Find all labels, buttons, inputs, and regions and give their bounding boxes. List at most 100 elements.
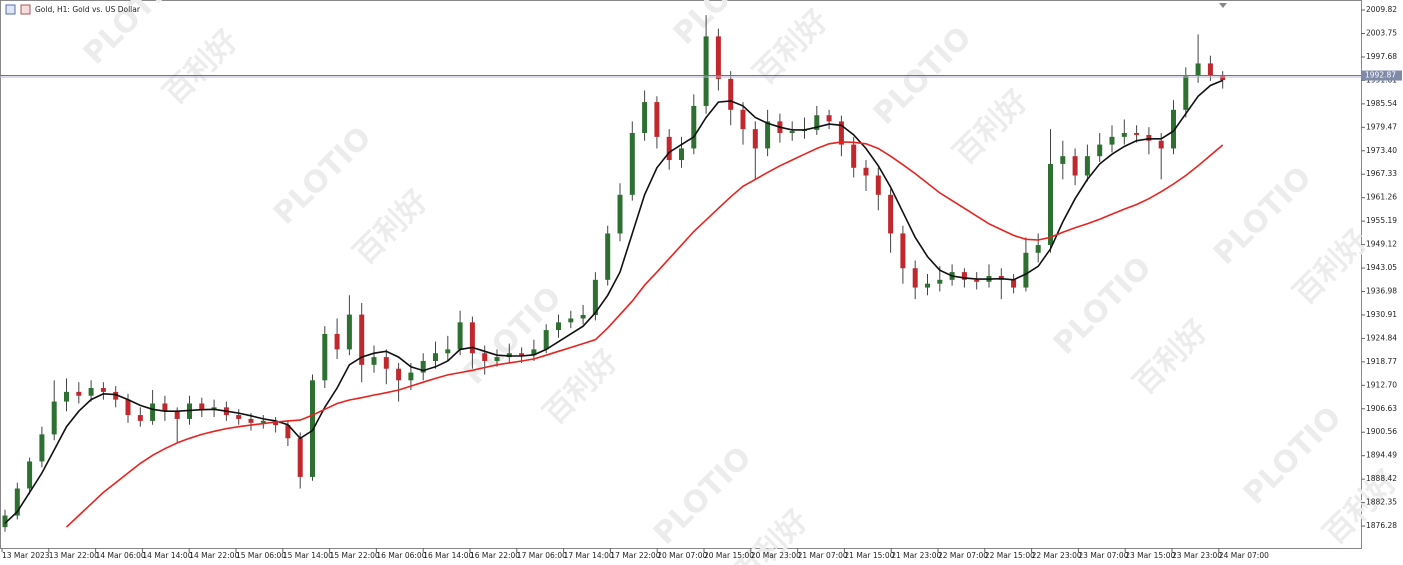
candle-body bbox=[728, 78, 734, 110]
candle-body bbox=[1121, 132, 1127, 137]
x-tick-label: 14 Mar 22:00 bbox=[189, 551, 239, 560]
candle-body bbox=[900, 233, 906, 269]
y-tick-label: 1943.05 bbox=[1366, 263, 1397, 272]
candle-body bbox=[396, 368, 402, 381]
candle-body bbox=[888, 194, 894, 234]
x-tick-label: 17 Mar 22:00 bbox=[610, 551, 660, 560]
candle-body bbox=[679, 148, 684, 161]
candle-body bbox=[457, 322, 463, 350]
candle-body bbox=[752, 129, 758, 149]
candle-body bbox=[76, 391, 82, 396]
x-tick-label: 20 Mar 07:00 bbox=[657, 551, 707, 560]
x-tick-label: 23 Mar 15:00 bbox=[1125, 551, 1175, 560]
y-tick-label: 1924.84 bbox=[1366, 333, 1397, 342]
x-tick-label: 16 Mar 06:00 bbox=[376, 551, 426, 560]
candle-body bbox=[482, 353, 488, 361]
y-tick-label: 1967.33 bbox=[1366, 169, 1397, 178]
y-tick-label: 1973.40 bbox=[1366, 146, 1397, 155]
y-tick-label: 1876.28 bbox=[1366, 521, 1397, 530]
candle-body bbox=[937, 279, 943, 284]
candle-body bbox=[322, 333, 328, 381]
candle-body bbox=[494, 357, 500, 361]
candle-body bbox=[445, 349, 451, 354]
candle-body bbox=[863, 167, 869, 176]
candle-body bbox=[1035, 245, 1041, 253]
candle-body bbox=[875, 175, 881, 195]
y-tick-label: 1900.56 bbox=[1366, 427, 1397, 436]
candle-body bbox=[39, 434, 45, 462]
icon bbox=[20, 4, 31, 15]
y-tick-label: 1894.49 bbox=[1366, 451, 1397, 460]
x-tick-label: 21 Mar 23:00 bbox=[891, 551, 941, 560]
candle-body bbox=[1060, 156, 1066, 164]
y-tick-label: 1985.54 bbox=[1366, 99, 1397, 108]
candle-body bbox=[580, 314, 586, 319]
candle-body bbox=[51, 401, 57, 435]
y-tick-label: 1955.19 bbox=[1366, 216, 1397, 225]
x-tick-label: 20 Mar 15:00 bbox=[704, 551, 754, 560]
x-tick-label: 23 Mar 23:00 bbox=[1172, 551, 1222, 560]
x-tick-label: 16 Mar 22:00 bbox=[470, 551, 520, 560]
candle-body bbox=[740, 109, 746, 130]
candle-body bbox=[568, 318, 574, 323]
x-tick-label: 16 Mar 14:00 bbox=[423, 551, 473, 560]
candle-body bbox=[420, 360, 426, 373]
candle-body bbox=[1084, 156, 1090, 176]
candle-body bbox=[826, 115, 832, 122]
x-tick-label: 15 Mar 22:00 bbox=[330, 551, 380, 560]
candle-body bbox=[629, 132, 635, 195]
candle-body bbox=[666, 136, 672, 161]
candle-body bbox=[814, 115, 820, 130]
y-tick-label: 1882.35 bbox=[1366, 498, 1397, 507]
y-tick-label: 1906.63 bbox=[1366, 404, 1397, 413]
candle-body bbox=[88, 388, 94, 396]
price-label: 1992.87 bbox=[1365, 71, 1396, 80]
y-tick-label: 1979.47 bbox=[1366, 122, 1397, 131]
x-tick-label: 15 Mar 06:00 bbox=[236, 551, 286, 560]
x-tick-label: 24 Mar 07:00 bbox=[1219, 551, 1269, 560]
candle-body bbox=[1207, 63, 1213, 76]
candle-body bbox=[137, 415, 143, 421]
candle-body bbox=[100, 388, 106, 392]
candle-body bbox=[1048, 163, 1053, 246]
candle-body bbox=[236, 415, 242, 419]
candle-body bbox=[371, 357, 377, 365]
shift-marker bbox=[1219, 3, 1227, 8]
candle-body bbox=[1171, 109, 1176, 149]
candle-body bbox=[765, 121, 771, 149]
candle-body bbox=[125, 399, 131, 416]
candle-body bbox=[297, 438, 303, 477]
candle-body bbox=[383, 357, 389, 369]
chart-title: Gold, H1: Gold vs. US Dollar bbox=[35, 5, 141, 14]
candle-body bbox=[346, 314, 352, 350]
candle-body bbox=[556, 322, 561, 331]
candle-body bbox=[469, 322, 475, 354]
candle-body bbox=[1146, 134, 1152, 141]
candle-body bbox=[851, 144, 857, 168]
x-tick-label: 13 Mar 2023 bbox=[2, 551, 50, 560]
x-tick-label: 17 Mar 14:00 bbox=[564, 551, 614, 560]
candle-body bbox=[1195, 63, 1201, 76]
y-tick-label: 1912.70 bbox=[1366, 380, 1397, 389]
ma-line bbox=[4, 79, 1224, 524]
candle-body bbox=[433, 353, 438, 361]
candle-body bbox=[359, 314, 365, 365]
x-tick-label: 20 Mar 23:00 bbox=[751, 551, 801, 560]
y-tick-label: 1961.26 bbox=[1366, 193, 1397, 202]
candle-body bbox=[1134, 132, 1140, 135]
x-tick-label: 14 Mar 06:00 bbox=[96, 551, 146, 560]
candle-body bbox=[162, 403, 168, 412]
candle-body bbox=[506, 353, 512, 358]
candle-body bbox=[715, 36, 721, 79]
candle-body bbox=[1097, 144, 1103, 157]
candle-body bbox=[519, 353, 525, 356]
candle-body bbox=[531, 349, 537, 356]
candle-body bbox=[2, 515, 8, 528]
candle-body bbox=[703, 36, 709, 106]
x-tick-label: 21 Mar 07:00 bbox=[798, 551, 848, 560]
x-tick-label: 13 Mar 22:00 bbox=[49, 551, 99, 560]
candle-body bbox=[27, 461, 33, 489]
x-tick-label: 15 Mar 14:00 bbox=[283, 551, 333, 560]
y-tick-label: 1949.12 bbox=[1366, 240, 1397, 249]
